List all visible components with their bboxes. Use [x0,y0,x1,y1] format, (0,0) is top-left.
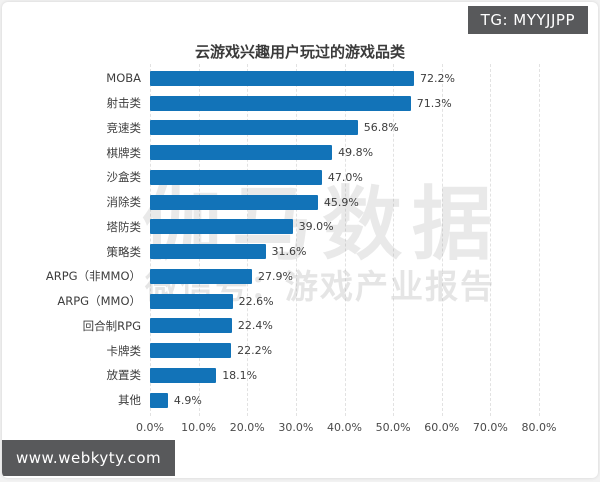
value-label: 22.6% [238,294,274,308]
grid-line [295,64,297,416]
bar-track: 49.8% [150,145,598,161]
x-tick-label: 10.0% [181,421,217,434]
category-label: 放置类 [106,368,142,383]
bar [150,145,333,161]
bar-track: 22.2% [150,343,598,359]
category-label: 消除类 [106,195,142,210]
grid-line [490,64,492,416]
category-label: MOBA [106,71,141,86]
bar-track: 22.4% [150,318,598,334]
x-tick-label: 40.0% [327,421,362,434]
category-label: 射击类 [106,96,142,111]
bar-track: 39.0% [150,219,598,235]
bar-row: ARPG（MMO） 22.6% [2,289,598,314]
value-label: 31.6% [271,245,307,259]
bar-track: 18.1% [150,367,598,383]
x-tick-label: 70.0% [472,421,508,434]
bar [150,120,358,136]
bar-row: MOBA 72.2% [2,66,598,91]
value-label: 4.9% [173,393,202,407]
value-label: 47.0% [327,170,363,184]
bar-track: 56.8% [150,120,598,136]
category-label: 其他 [118,393,141,408]
bar-row: 回合制RPG 22.4% [2,314,598,339]
bar-track: 22.6% [150,293,598,309]
x-tick-label: 0.0% [136,421,164,434]
value-label: 72.2% [420,71,455,85]
bar-row: ARPG（非MMO） 27.9% [2,264,598,289]
bar-track: 47.0% [150,169,598,185]
bar-track: 27.9% [150,268,598,284]
value-label: 22.2% [237,344,273,358]
category-label: ARPG（MMO） [57,294,141,309]
bar-row: 策略类 31.6% [2,239,598,264]
value-label: 22.4% [237,319,273,333]
bar [150,318,232,334]
bar [150,95,411,111]
bar-row: 沙盒类 47.0% [2,165,598,190]
value-label: 71.3% [416,96,452,110]
grid-line [150,64,151,416]
grid-line [198,64,200,416]
x-tick-label: 60.0% [424,421,460,434]
x-axis: 0.0% 10.0% 20.0% 30.0% 40.0% 50.0% 60.0% 70.0% 8… [136,421,556,437]
bar [150,367,217,383]
category-label: 卡牌类 [106,343,142,358]
grid-line [539,64,540,416]
category-label: 回合制RPG [82,318,141,333]
bar [150,244,266,260]
bar-row: 卡牌类 22.2% [2,338,598,363]
category-label: 塔防类 [106,219,142,234]
bar-row: 竞速类 56.8% [2,116,598,141]
telegram-badge: TG: MYYJJPP [467,6,588,34]
value-label: 18.1% [222,368,258,382]
value-label: 45.9% [323,195,359,209]
bar-track: 72.2% [150,70,598,86]
grid-line [344,64,346,416]
value-label: 27.9% [258,269,293,283]
x-tick-label: 20.0% [229,421,265,434]
bar-row: 棋牌类 49.8% [2,140,598,165]
bar-row: 其他 4.9% [2,388,598,413]
bar-track: 31.6% [150,244,598,260]
bar [150,293,233,309]
category-label: 沙盒类 [106,170,142,185]
category-label: 策略类 [106,244,142,259]
bar-row: 射击类 71.3% [2,91,598,116]
bar-row: 消除类 45.9% [2,190,598,215]
bar [150,70,415,86]
bar-row: 塔防类 39.0% [2,215,598,240]
bar [150,219,293,235]
value-label: 56.8% [363,121,399,135]
x-tick-label: 50.0% [375,421,411,434]
bar [150,194,318,210]
grid-line [441,64,443,416]
bar [150,169,322,185]
grid-line [393,64,395,416]
grid-line [247,64,249,416]
website-badge: www.webkyty.com [2,440,176,476]
value-label: 39.0% [298,220,334,234]
gridlines [150,64,540,416]
x-tick-label: 80.0% [521,421,557,434]
category-label: ARPG（非MMO） [45,269,141,284]
bar [150,343,232,359]
bar-row: 放置类 18.1% [2,363,598,388]
category-label: 棋牌类 [106,145,142,160]
bar [150,392,168,408]
value-label: 49.8% [338,146,374,160]
bar-track: 71.3% [150,95,598,111]
x-tick-label: 30.0% [278,421,314,434]
category-label: 竞速类 [106,120,142,135]
bar-track: 4.9% [150,392,598,408]
bar-track: 45.9% [150,194,598,210]
chart-title: 云游戏兴趣用户玩过的游戏品类 [194,43,405,61]
bar [150,268,253,284]
bar-rows: MOBA 72.2% 射击类 71.3% 竞速类 56.8% 棋牌类 49.8% 沙盒类 47.0… [2,66,598,413]
